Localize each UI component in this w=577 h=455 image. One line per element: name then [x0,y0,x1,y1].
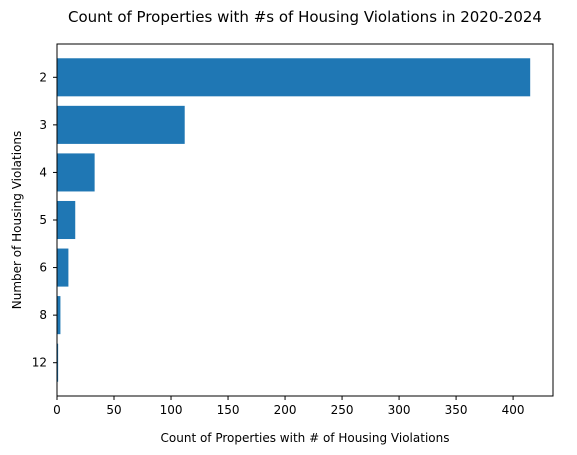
chart-title: Count of Properties with #s of Housing V… [68,8,542,26]
x-tick-label: 100 [160,403,183,417]
bar-2 [57,58,531,97]
y-tick-label: 3 [39,118,47,132]
bar-8 [57,296,61,335]
x-tick-label: 0 [53,403,61,417]
x-tick-label: 250 [331,403,354,417]
x-tick-label: 200 [274,403,297,417]
x-tick-label: 350 [445,403,468,417]
y-tick-label: 12 [32,356,47,370]
x-axis-label: Count of Properties with # of Housing Vi… [161,431,450,445]
x-tick-label: 50 [106,403,121,417]
x-axis-ticks: 0 50 100 150 200 250 300 350 400 [53,396,525,417]
bars-group [57,58,531,382]
bar-5 [57,200,76,240]
y-tick-label: 4 [39,165,47,179]
y-tick-label: 8 [39,308,47,322]
bar-4 [57,153,95,192]
y-axis-label: Number of Housing Violations [10,131,24,310]
y-tick-label: 5 [39,213,47,227]
bar-3 [57,105,185,144]
y-tick-label: 2 [39,70,47,84]
plot-frame [56,43,554,397]
y-tick-label: 6 [39,261,47,275]
y-axis-ticks: 2 3 4 5 6 8 12 [32,70,57,370]
x-tick-label: 300 [388,403,411,417]
bar-6 [57,248,69,287]
x-tick-label: 400 [502,403,525,417]
bar-12 [57,343,59,382]
x-tick-label: 150 [217,403,240,417]
